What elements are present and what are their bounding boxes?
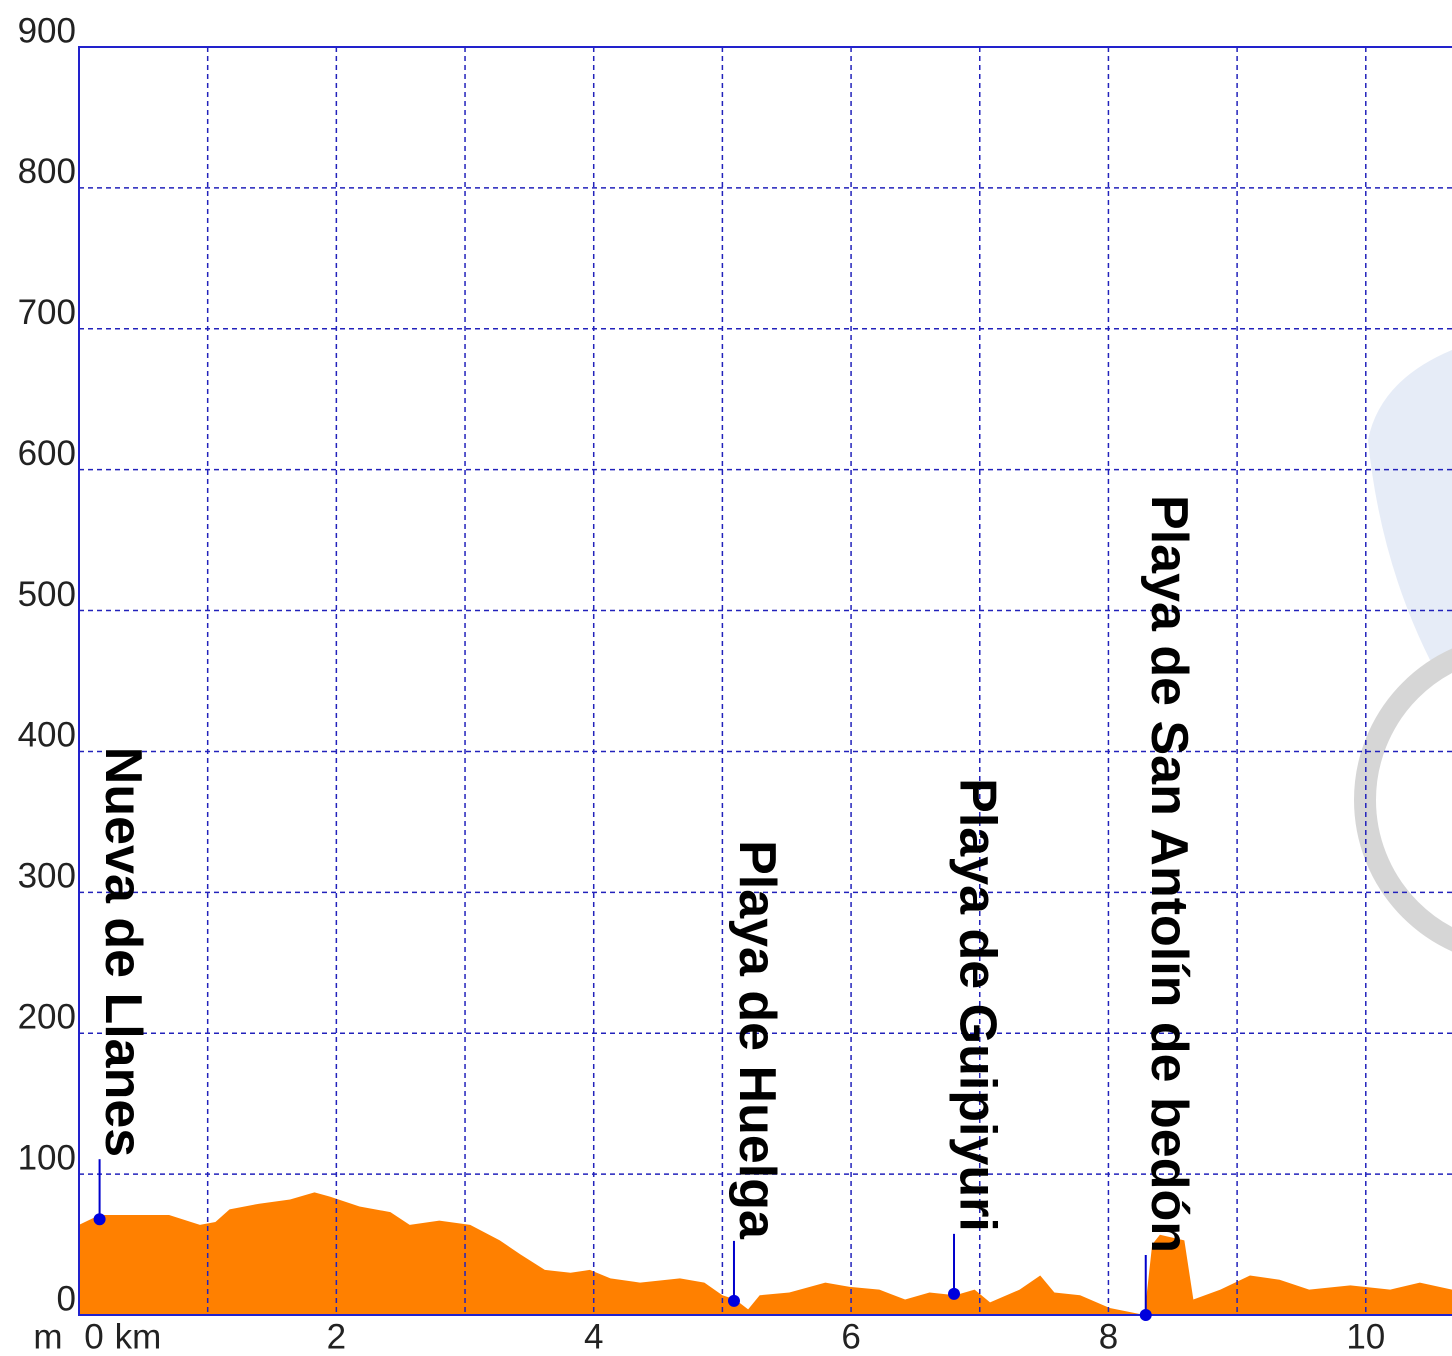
waypoint-marker	[728, 1295, 740, 1307]
waypoint-label: Playa de Huelga	[728, 840, 786, 1240]
y-tick-label: 300	[18, 857, 76, 896]
y-axis-label: m	[33, 1317, 62, 1356]
x-axis-label: km	[115, 1317, 162, 1356]
waypoint-label: Nueva de Llanes	[94, 747, 152, 1157]
waypoint-marker	[1140, 1309, 1152, 1321]
y-tick-label: 0	[57, 1279, 76, 1318]
y-tick-label: 900	[18, 11, 76, 50]
watermark	[1365, 645, 1452, 955]
watermark	[1368, 350, 1452, 670]
x-tick-label: 6	[841, 1317, 860, 1356]
x-tick-label: 2	[327, 1317, 346, 1356]
chart: m km 0 100 200 300 400 500 600 700 800 900 0 2 4 6 8 10…	[0, 0, 1452, 1356]
y-tick-label: 700	[18, 293, 76, 332]
waypoint-label: Playa de Guipiyuri	[948, 778, 1006, 1232]
waypoint-marker	[94, 1213, 106, 1225]
y-tick-label: 400	[18, 716, 76, 755]
x-tick-label: 0	[84, 1317, 103, 1356]
waypoint-label: Playa de San Antolín de bedón	[1140, 495, 1198, 1253]
y-tick-label: 600	[18, 434, 76, 473]
x-tick-label: 8	[1099, 1317, 1118, 1356]
y-tick-label: 200	[18, 997, 76, 1036]
y-tick-label: 800	[18, 152, 76, 191]
y-tick-label: 100	[18, 1138, 76, 1177]
y-tick-label: 500	[18, 575, 76, 614]
waypoint-marker	[948, 1288, 960, 1300]
x-tick-label: 10	[1346, 1317, 1385, 1356]
x-tick-label: 4	[584, 1317, 603, 1356]
